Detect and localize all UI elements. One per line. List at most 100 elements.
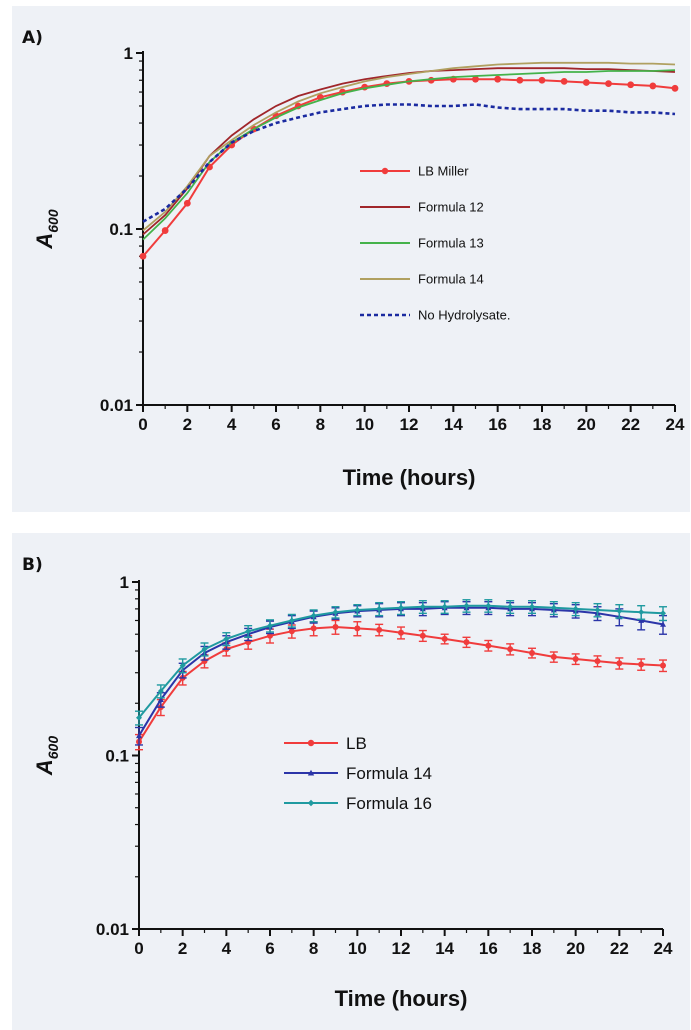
series-a-4	[142, 103, 676, 223]
y-axis-label-a-main: A	[32, 233, 57, 250]
data-point-b-0	[638, 661, 645, 668]
data-point-a-0	[671, 84, 679, 92]
chart-a: A600 Time (hours) 0.010.110 2 4 6 8 10 12 14 16 1…	[32, 44, 685, 490]
data-point-b-2	[310, 612, 317, 619]
data-point-b-2	[419, 603, 426, 610]
x-tick-label-a: 18	[533, 415, 552, 434]
data-point-b-1	[157, 696, 164, 702]
legend-label-b-2: Formula 16	[346, 794, 432, 813]
y-axis-label-a-sub: 600	[45, 209, 61, 233]
series-a-3	[142, 61, 676, 232]
data-point-b-2	[376, 605, 383, 612]
x-tick-label-a: 2	[183, 415, 192, 434]
series-line-b-2	[138, 604, 664, 719]
y-axis-label-a: A600	[32, 209, 61, 249]
data-point-b-0	[419, 632, 426, 639]
series-b-2	[135, 599, 667, 726]
data-point-b-2	[463, 602, 470, 609]
x-tick-label-b: 6	[265, 939, 274, 958]
x-tick-label-b: 2	[178, 939, 187, 958]
x-tick-label-a: 12	[400, 415, 419, 434]
panel-label-b: B)	[22, 555, 43, 575]
x-tick-label-a: 20	[577, 415, 596, 434]
y-axis-label-b-main: A	[32, 759, 57, 776]
x-tick-label-a: 24	[666, 415, 685, 434]
data-point-a-0	[494, 75, 502, 83]
legend-marker-b-1	[307, 769, 315, 776]
data-point-b-0	[354, 625, 361, 632]
data-point-b-0	[332, 624, 339, 631]
x-tick-label-b: 12	[392, 939, 411, 958]
legend-marker-b-0	[307, 739, 315, 747]
data-point-b-0	[288, 628, 295, 635]
series-b-0	[135, 619, 667, 751]
x-tick-label-a: 6	[271, 415, 280, 434]
data-point-b-0	[485, 642, 492, 649]
data-point-b-2	[223, 635, 230, 642]
x-tick-label-b: 10	[348, 939, 367, 958]
data-point-b-0	[398, 629, 404, 636]
data-point-b-0	[507, 646, 514, 653]
series-b-1	[135, 600, 667, 746]
y-tick-label-a: 1	[124, 44, 133, 63]
data-point-a-0	[605, 80, 612, 88]
data-point-a-0	[538, 76, 546, 84]
data-point-b-2	[332, 609, 339, 616]
series-line-a-1	[142, 67, 676, 236]
legend-label-a-1: Formula 12	[418, 200, 484, 215]
data-point-b-2	[594, 606, 601, 613]
data-point-b-0	[660, 662, 666, 669]
data-point-b-2	[572, 605, 579, 612]
data-point-b-2	[354, 606, 361, 613]
data-point-b-2	[550, 604, 557, 611]
data-point-b-2	[179, 662, 186, 669]
data-point-b-2	[507, 603, 514, 610]
x-tick-label-a: 16	[488, 415, 507, 434]
data-point-a-0	[516, 76, 524, 84]
y-tick-label-a: 0.01	[100, 396, 133, 415]
y-axis-label-b: A600	[32, 736, 61, 776]
data-point-b-0	[529, 649, 535, 656]
x-tick-label-a: 22	[621, 415, 640, 434]
x-tick-label-b: 18	[523, 939, 542, 958]
data-point-b-2	[267, 622, 273, 629]
data-point-b-2	[616, 608, 623, 615]
data-point-b-2	[136, 714, 142, 721]
data-point-b-0	[463, 639, 470, 646]
x-tick-label-a: 14	[444, 415, 463, 434]
data-point-b-2	[441, 603, 448, 610]
data-point-b-0	[310, 625, 317, 632]
legend-label-a-3: Formula 14	[418, 272, 484, 287]
panel-label-a: A)	[22, 28, 43, 48]
data-point-a-0	[582, 79, 590, 86]
legend-marker-b-2	[307, 799, 315, 807]
x-axis-label-a: Time (hours)	[343, 465, 476, 490]
data-point-a-0	[161, 227, 169, 234]
data-point-a-0	[183, 199, 191, 207]
series-a-1	[142, 67, 676, 236]
data-point-b-2	[660, 610, 666, 617]
data-point-b-1	[638, 617, 645, 623]
x-tick-label-b: 20	[566, 939, 585, 958]
data-point-a-0	[649, 82, 657, 90]
data-point-b-2	[245, 628, 252, 635]
y-tick-label-b: 0.1	[105, 747, 129, 766]
chart-b: A600 Time (hours) 0.010.110 2 4 6 8 10 12 14 16 1…	[32, 573, 673, 1011]
y-tick-label-b: 0.01	[96, 920, 129, 939]
data-point-b-2	[157, 688, 164, 695]
legend-marker-a-0	[381, 167, 389, 175]
x-tick-label-b: 8	[309, 939, 318, 958]
data-point-b-1	[136, 732, 142, 739]
legend-label-b-0: LB	[346, 734, 367, 753]
x-tick-label-b: 16	[479, 939, 498, 958]
legend-label-b-1: Formula 14	[346, 764, 432, 783]
data-point-a-0	[139, 252, 147, 260]
data-point-b-2	[201, 646, 208, 653]
x-tick-label-b: 24	[654, 939, 673, 958]
data-point-a-0	[560, 77, 568, 85]
data-point-b-0	[616, 660, 623, 667]
x-tick-label-b: 22	[610, 939, 629, 958]
data-point-b-2	[485, 602, 492, 609]
data-point-b-0	[572, 655, 579, 662]
data-point-b-0	[376, 626, 383, 633]
